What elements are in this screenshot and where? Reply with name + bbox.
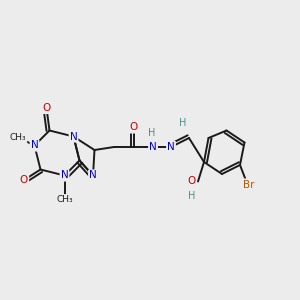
Text: H: H [148, 128, 155, 139]
Text: H: H [188, 191, 195, 201]
Text: N: N [167, 142, 175, 152]
Text: CH₃: CH₃ [10, 134, 26, 142]
Text: O: O [20, 175, 28, 185]
Text: N: N [89, 170, 97, 181]
Text: O: O [42, 103, 51, 113]
Text: N: N [70, 131, 77, 142]
Text: N: N [31, 140, 38, 151]
Text: CH₃: CH₃ [56, 195, 73, 204]
Text: N: N [149, 142, 157, 152]
Text: Br: Br [243, 179, 255, 190]
Text: N: N [61, 170, 68, 181]
Text: H: H [179, 118, 187, 128]
Text: O: O [187, 176, 196, 187]
Text: O: O [129, 122, 138, 133]
